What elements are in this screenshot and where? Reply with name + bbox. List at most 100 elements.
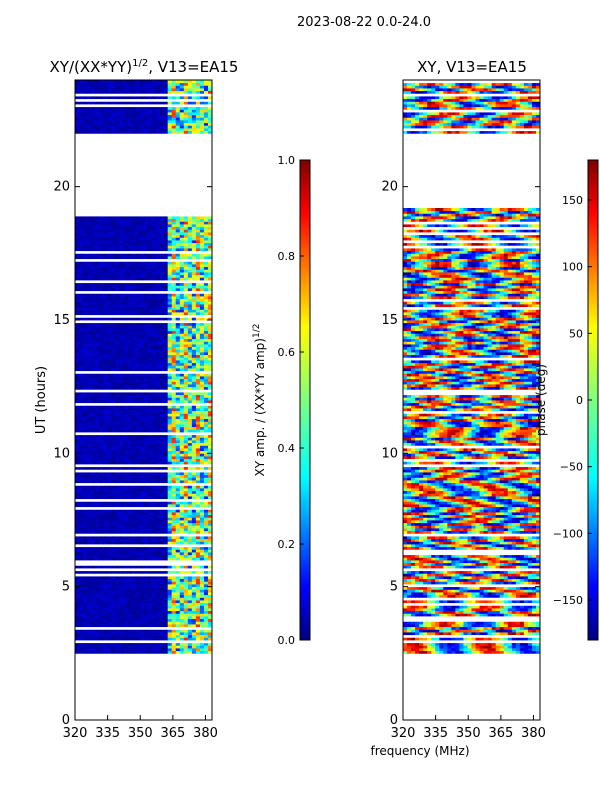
amp-heatmap-cell bbox=[171, 490, 177, 494]
amp-heatmap-cell bbox=[119, 528, 124, 532]
amp-heatmap-cell bbox=[139, 298, 144, 302]
amp-heatmap-cell bbox=[111, 322, 116, 326]
amp-heatmap-cell bbox=[187, 517, 193, 521]
amp-heatmap-cell bbox=[127, 450, 132, 454]
amp-heatmap-cell bbox=[163, 512, 169, 516]
amp-heatmap-cell bbox=[147, 541, 152, 545]
amp-heatmap-cell bbox=[187, 594, 193, 598]
amp-heatmap-cell bbox=[87, 269, 92, 273]
amp-heatmap-cell bbox=[131, 592, 136, 596]
amp-heatmap-cell bbox=[119, 648, 124, 652]
amp-heatmap-cell bbox=[179, 578, 185, 582]
amp-heatmap-cell bbox=[79, 346, 84, 350]
amp-heatmap-cell bbox=[183, 461, 189, 465]
amp-heatmap-cell bbox=[191, 448, 197, 452]
amp-heatmap-cell bbox=[163, 288, 169, 292]
amp-heatmap-cell bbox=[167, 506, 173, 510]
amp-heatmap-cell bbox=[143, 418, 148, 422]
amp-heatmap-cell bbox=[87, 528, 92, 532]
amp-heatmap-cell bbox=[167, 522, 173, 526]
amp-heatmap-cell bbox=[183, 490, 189, 494]
amp-heatmap-cell bbox=[107, 536, 112, 540]
amp-heatmap-cell bbox=[163, 349, 169, 353]
amp-heatmap-cell bbox=[119, 288, 124, 292]
amp-heatmap-cell bbox=[167, 376, 173, 380]
amp-heatmap-cell bbox=[171, 389, 177, 393]
amp-heatmap-cell bbox=[107, 312, 112, 316]
amp-heatmap-cell bbox=[159, 605, 165, 609]
amp-heatmap-cell bbox=[163, 648, 169, 652]
amp-heatmap-cell bbox=[155, 557, 161, 561]
amp-heatmap-cell bbox=[203, 344, 209, 348]
amp-heatmap-cell bbox=[135, 296, 140, 300]
amp-heatmap-cell bbox=[111, 533, 116, 537]
amp-heatmap-cell bbox=[179, 517, 185, 521]
amp-heatmap-cell bbox=[139, 616, 144, 620]
amp-heatmap-cell bbox=[207, 592, 212, 596]
amp-heatmap-cell bbox=[167, 592, 173, 596]
amp-heatmap-cell bbox=[95, 554, 100, 558]
amp-heatmap-cell bbox=[127, 445, 132, 449]
amp-heatmap-cell bbox=[119, 554, 124, 558]
amp-heatmap-cell bbox=[183, 357, 189, 361]
amp-heatmap-cell bbox=[115, 570, 120, 574]
amp-heatmap-cell bbox=[171, 642, 177, 646]
amp-heatmap-cell bbox=[147, 384, 152, 388]
amp-heatmap-cell bbox=[103, 586, 108, 590]
amp-heatmap-cell bbox=[131, 472, 136, 476]
amp-heatmap-cell bbox=[139, 381, 144, 385]
amp-heatmap-cell bbox=[147, 650, 152, 654]
amp-heatmap-cell bbox=[203, 498, 209, 502]
amp-heatmap-cell bbox=[175, 325, 181, 329]
amp-heatmap-cell bbox=[199, 432, 205, 436]
amp-heatmap-cell bbox=[95, 522, 100, 526]
amp-heatmap-cell bbox=[207, 554, 212, 558]
amp-heatmap-cell bbox=[191, 509, 197, 513]
amp-heatmap-cell bbox=[91, 405, 96, 409]
amp-heatmap-cell bbox=[119, 573, 124, 577]
amp-heatmap-cell bbox=[131, 466, 136, 470]
amp-heatmap-cell bbox=[143, 280, 148, 284]
amp-heatmap-cell bbox=[95, 594, 100, 598]
amp-heatmap-cell bbox=[199, 624, 205, 628]
amp-heatmap-cell bbox=[119, 285, 124, 289]
amp-heatmap-cell bbox=[75, 466, 80, 470]
amp-heatmap-cell bbox=[99, 296, 104, 300]
amp-heatmap-cell bbox=[203, 560, 209, 564]
amp-heatmap-cell bbox=[155, 496, 161, 500]
amp-heatmap-cell bbox=[143, 645, 148, 649]
amp-heatmap-cell bbox=[99, 477, 104, 481]
amp-heatmap-cell bbox=[151, 440, 156, 444]
amp-heatmap-cell bbox=[135, 410, 140, 414]
amp-heatmap-cell bbox=[187, 626, 193, 630]
amp-heatmap-cell bbox=[147, 602, 152, 606]
amp-heatmap-cell bbox=[119, 386, 124, 390]
amp-heatmap-cell bbox=[95, 410, 100, 414]
amp-heatmap-cell bbox=[187, 421, 193, 425]
amp-heatmap-cell bbox=[179, 338, 185, 342]
amp-heatmap-cell bbox=[131, 408, 136, 412]
amp-heatmap-cell bbox=[139, 389, 144, 393]
amp-heatmap-cell bbox=[147, 362, 152, 366]
amp-heatmap-cell bbox=[111, 416, 116, 420]
amp-heatmap-cell bbox=[199, 562, 205, 566]
amp-heatmap-cell bbox=[207, 405, 212, 409]
amp-heatmap-cell bbox=[139, 589, 144, 593]
amp-heatmap-cell bbox=[191, 488, 197, 492]
amp-heatmap-cell bbox=[171, 296, 177, 300]
amp-heatmap-cell bbox=[123, 450, 128, 454]
amp-heatmap-cell bbox=[143, 362, 148, 366]
amp-heatmap-cell bbox=[99, 405, 104, 409]
amp-heatmap-cell bbox=[75, 616, 80, 620]
amp-heatmap-cell bbox=[107, 621, 112, 625]
amp-heatmap-cell bbox=[183, 650, 189, 654]
amp-heatmap-cell bbox=[179, 432, 185, 436]
amp-heatmap-cell bbox=[203, 410, 209, 414]
amp-heatmap-cell bbox=[79, 474, 84, 478]
amp-heatmap-cell bbox=[119, 394, 124, 398]
amp-heatmap-cell bbox=[163, 429, 169, 433]
amp-heatmap-cell bbox=[123, 392, 128, 396]
amp-heatmap-cell bbox=[147, 490, 152, 494]
amp-heatmap-cell bbox=[111, 594, 116, 598]
amp-heatmap-cell bbox=[119, 650, 124, 654]
